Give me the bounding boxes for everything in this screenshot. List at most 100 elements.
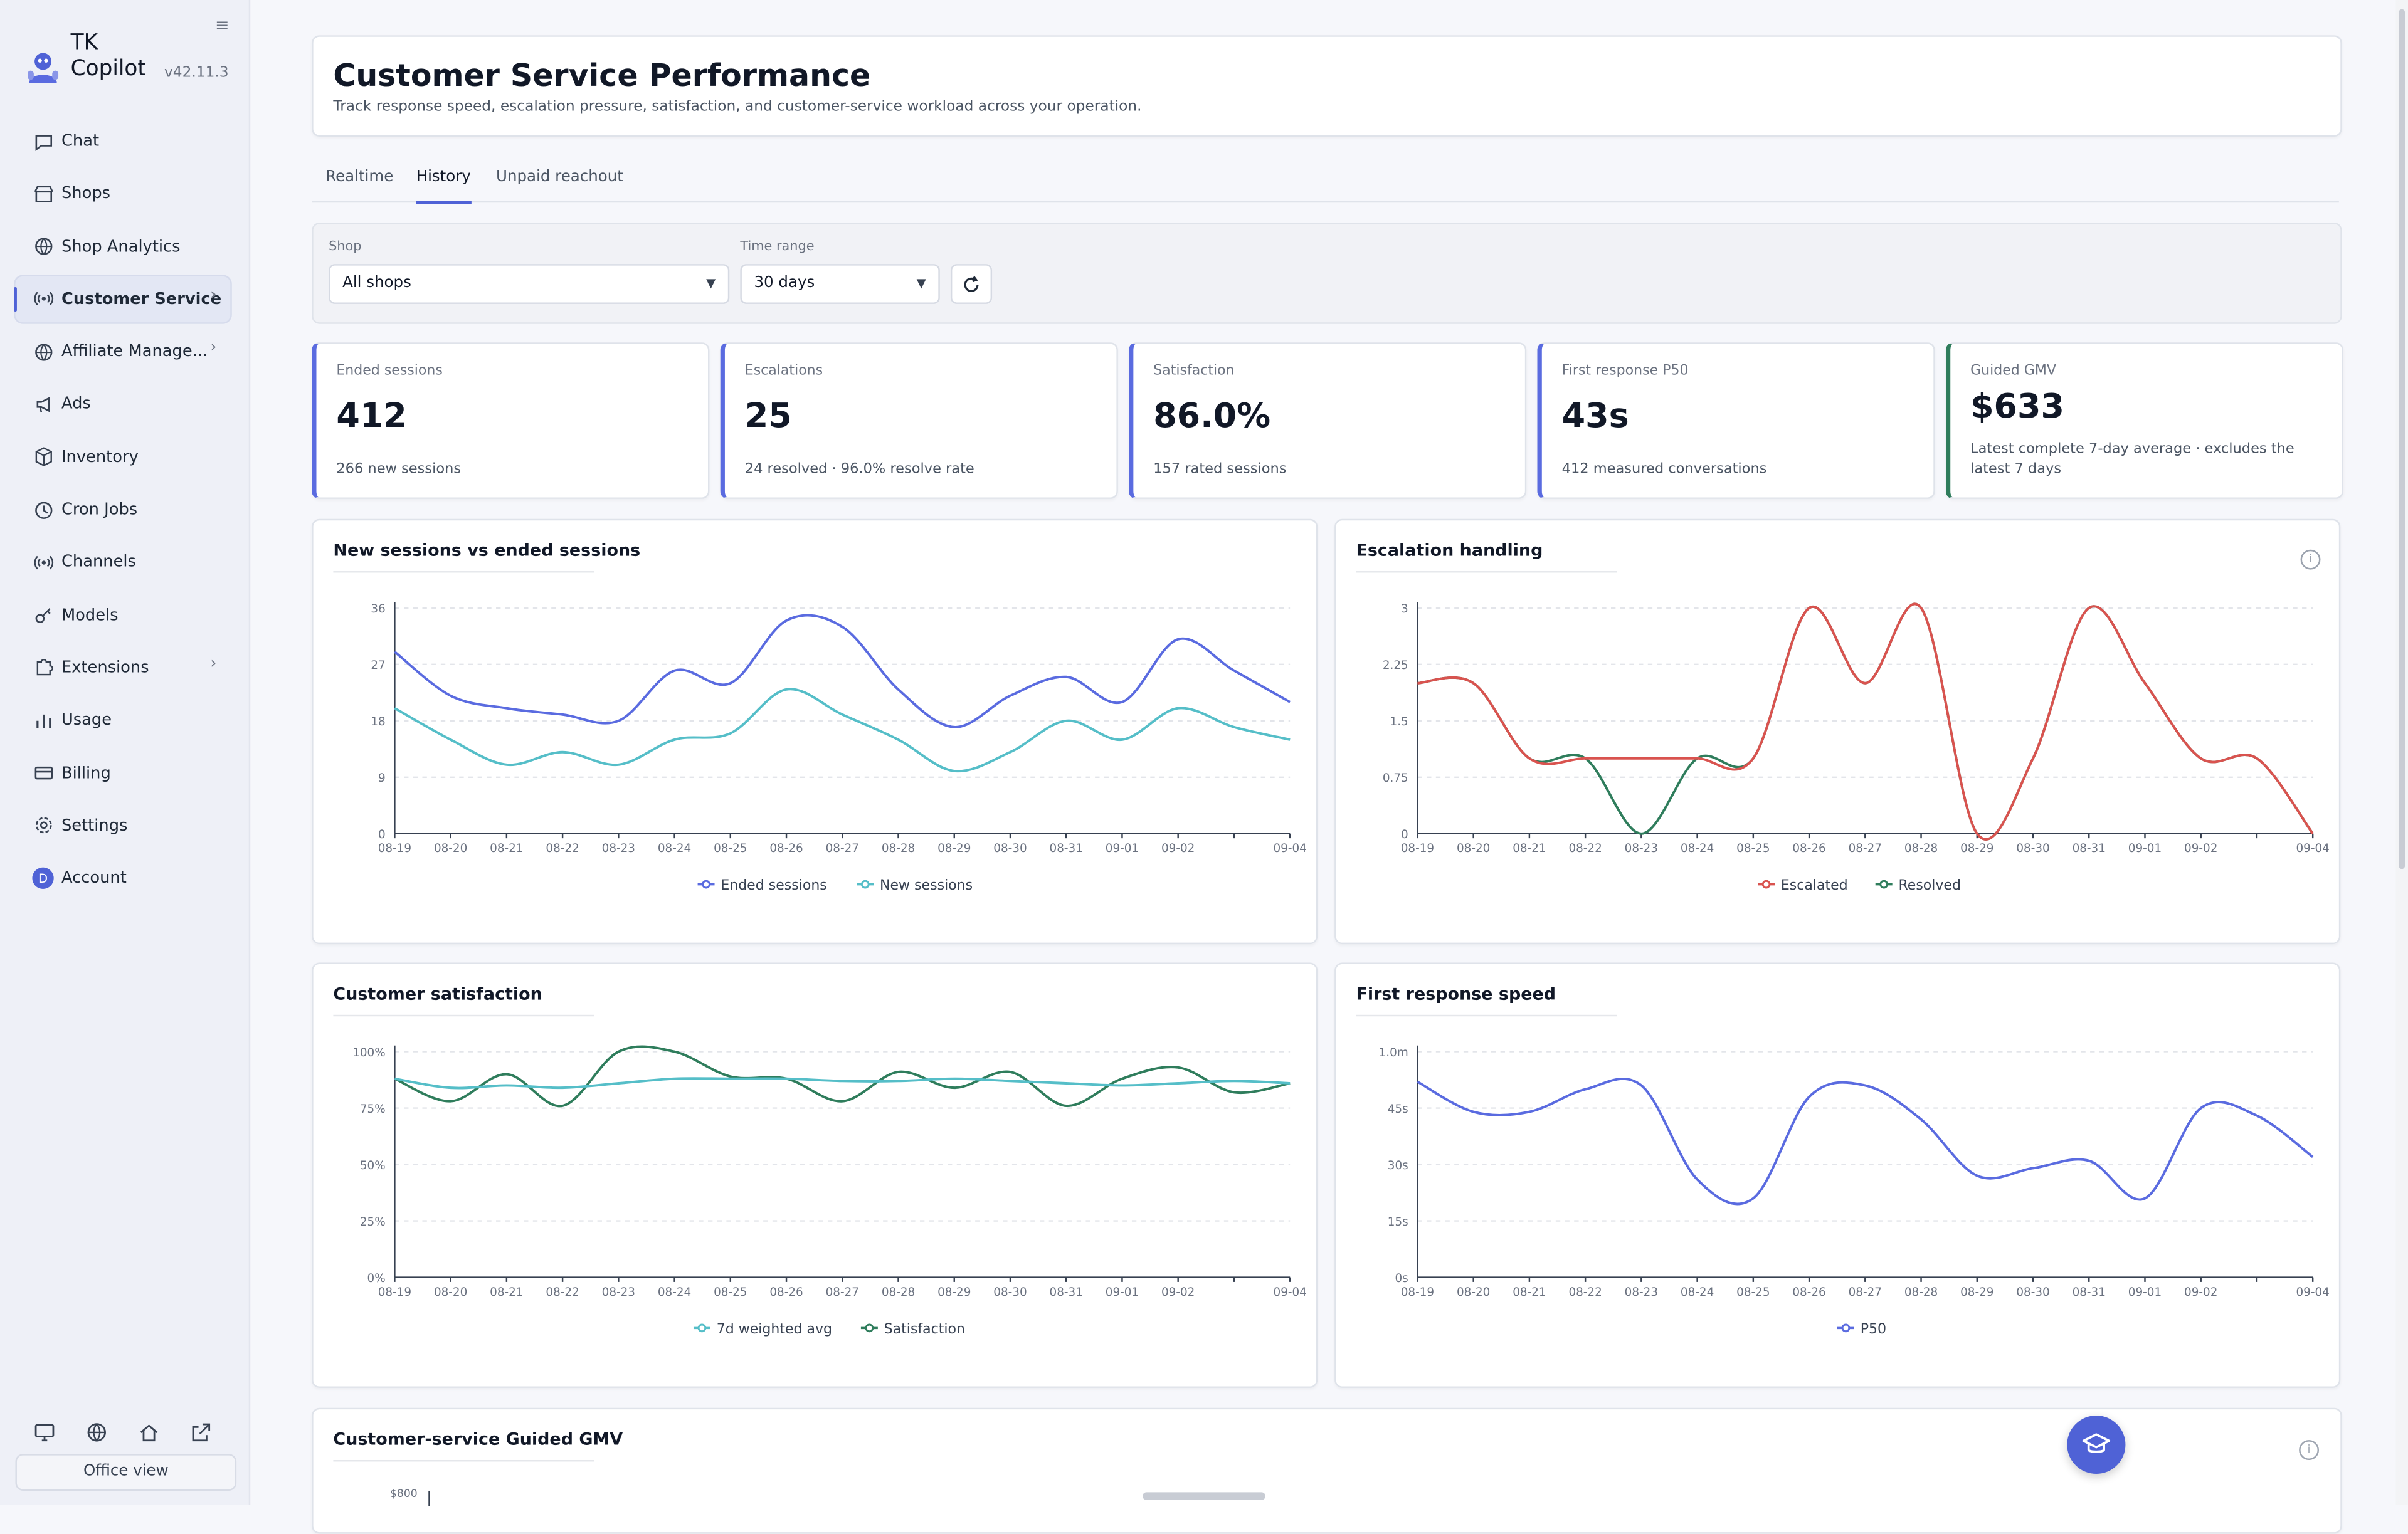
app-name-line2: Copilot: [70, 56, 146, 81]
graduation-cap-icon: [2082, 1433, 2111, 1453]
chart-card-escalation: Escalation handling i 0 0.75 1.5 2.25 3 08-19…: [1334, 518, 2341, 945]
series-line-escalated[interactable]: [1417, 602, 2314, 841]
x-tick-label: 08-25: [714, 842, 747, 855]
chevron-right-icon: ›: [210, 339, 217, 357]
x-tick-label: 08-30: [993, 1286, 1027, 1299]
home-icon[interactable]: [138, 1420, 159, 1449]
x-tick-label: 08-22: [546, 842, 579, 855]
legend-item[interactable]: Resolved: [1875, 878, 1961, 893]
puzzle-icon: [32, 657, 53, 678]
sidebar-item-channels[interactable]: Channels: [14, 538, 232, 587]
x-tick-label: 09-01: [2128, 1286, 2162, 1299]
first-response-chart[interactable]: 0s 15s 30s 45s 1.0m 08-19 08-20 08-21 08-22 08-23…: [1336, 964, 2339, 1386]
x-tick-label: 08-28: [882, 842, 915, 855]
x-tick-label: 08-21: [1513, 1286, 1546, 1299]
tab-history[interactable]: History: [416, 169, 471, 204]
series-line-satisfaction[interactable]: [394, 1045, 1291, 1108]
x-tick-label: 08-29: [1960, 1286, 1993, 1299]
chart-card-guided-gmv: Customer-service Guided GMV i $800: [312, 1407, 2342, 1534]
sidebar-item-inventory[interactable]: Inventory: [14, 433, 232, 481]
x-tick-label: 09-02: [2184, 1286, 2217, 1299]
x-tick-label: 08-21: [1513, 842, 1546, 855]
sidebar-item-account[interactable]: D Account: [14, 854, 232, 903]
app-version: v42.11.3: [164, 64, 229, 81]
series-line-ended-sessions[interactable]: [394, 614, 1291, 728]
kpi-subtext: 157 rated sessions: [1153, 460, 1287, 478]
legend-label: Ended sessions: [721, 878, 826, 893]
sidebar-item-chat[interactable]: Chat: [14, 117, 232, 165]
page-header: Customer Service Performance Track respo…: [312, 35, 2342, 137]
app-name-line1: TK: [70, 30, 98, 56]
tab-unpaid-reachout[interactable]: Unpaid reachout: [496, 169, 623, 186]
page-subtitle: Track response speed, escalation pressur…: [333, 98, 1142, 115]
brand[interactable]: TK Copilot v42.11.3: [24, 31, 240, 92]
sidebar-footer-icons: [34, 1420, 212, 1449]
divider: [1356, 1014, 1617, 1017]
y-tick-label: 45s: [1388, 1103, 1408, 1116]
kpi-subtext: 24 resolved · 96.0% resolve rate: [744, 460, 974, 478]
series-line-p50[interactable]: [1417, 1078, 2314, 1206]
legend-label: P50: [1861, 1321, 1886, 1337]
tutorial-fab-button[interactable]: [2067, 1415, 2126, 1474]
y-tick-label: 0.75: [1383, 772, 1408, 785]
x-tick-label: 08-27: [1849, 1286, 1882, 1299]
info-icon[interactable]: i: [2299, 1440, 2319, 1460]
time-range-select[interactable]: 30 days ▼: [740, 264, 940, 304]
x-tick-label: 08-24: [1681, 1286, 1714, 1299]
tab-realtime[interactable]: Realtime: [325, 169, 394, 186]
sessions-chart[interactable]: 0 9 18 27 36 08-19 08-20 08-21 08-22 08-23 08-24 08…: [314, 520, 1316, 942]
legend-swatch-dot: [860, 880, 870, 889]
sidebar-collapse-icon[interactable]: ≡: [214, 15, 230, 36]
sidebar-item-cron-jobs[interactable]: Cron Jobs: [14, 485, 232, 534]
horizontal-scrollbar-thumb[interactable]: [1143, 1492, 1265, 1500]
monitor-icon[interactable]: [34, 1420, 55, 1449]
sidebar-item-customer-service[interactable]: Customer Service ›: [14, 275, 232, 324]
sidebar-item-affiliate-manage[interactable]: Affiliate Manage... ›: [14, 327, 232, 376]
legend-item[interactable]: New sessions: [857, 878, 973, 893]
x-tick-label: 08-19: [1401, 1286, 1434, 1299]
escalation-chart[interactable]: 0 0.75 1.5 2.25 3 08-19 08-20 08-21 08-22 08-23 08…: [1336, 520, 2339, 942]
radio-icon: [32, 552, 53, 573]
sidebar-item-usage[interactable]: Usage: [14, 696, 232, 745]
x-tick-label: 09-04: [1273, 842, 1306, 855]
sidebar-item-shops[interactable]: Shops: [14, 169, 232, 218]
series-line-7d-weighted-avg[interactable]: [394, 1077, 1291, 1090]
kpi-value: 86.0%: [1153, 397, 1271, 436]
sidebar-item-shop-analytics[interactable]: Shop Analytics: [14, 222, 232, 271]
x-tick-label: 08-27: [826, 1286, 859, 1299]
chart-card-sessions: New sessions vs ended sessions 0 9 18 27 36 0…: [312, 518, 1318, 945]
satisfaction-chart[interactable]: 0% 25% 50% 75% 100% 08-19 08-20 08-21 08-22 08-23…: [314, 964, 1316, 1386]
legend-item[interactable]: P50: [1837, 1321, 1886, 1337]
sidebar-item-ads[interactable]: Ads: [14, 380, 232, 429]
series-line-new-sessions[interactable]: [394, 688, 1291, 773]
sidebar-item-billing[interactable]: Billing: [14, 749, 232, 797]
info-icon[interactable]: i: [2300, 549, 2321, 570]
refresh-button[interactable]: [950, 264, 993, 304]
legend-item[interactable]: Ended sessions: [697, 878, 827, 893]
vertical-scrollbar-thumb[interactable]: [2399, 9, 2405, 869]
sidebar-item-settings[interactable]: Settings: [14, 801, 232, 850]
legend-item[interactable]: Satisfaction: [860, 1321, 965, 1337]
series-line-resolved[interactable]: [1417, 602, 2314, 841]
sidebar-item-label: Extensions: [61, 658, 149, 677]
store-icon: [32, 183, 53, 204]
x-tick-label: 08-24: [658, 1286, 691, 1299]
legend-item[interactable]: Escalated: [1758, 878, 1848, 893]
x-tick-label: 08-24: [658, 842, 691, 855]
main-content: Customer Service Performance Track respo…: [250, 0, 2408, 1534]
x-tick-label: 08-28: [1904, 842, 1938, 855]
chevron-right-icon: ›: [210, 655, 217, 673]
x-tick-label: 08-25: [714, 1286, 747, 1299]
kpi-card-ended-sessions: Ended sessions 412 266 new sessions: [312, 342, 710, 499]
sidebar-nav: Chat Shops Shop Analytics Customer Service ›…: [14, 117, 232, 906]
sidebar-item-models[interactable]: Models: [14, 591, 232, 639]
office-view-button[interactable]: Office view: [15, 1454, 237, 1491]
sidebar-item-label: Ads: [61, 395, 91, 414]
external-link-icon[interactable]: [191, 1420, 212, 1449]
globe-icon[interactable]: [86, 1420, 107, 1449]
x-tick-label: 08-20: [1457, 842, 1490, 855]
shop-select[interactable]: All shops ▼: [329, 264, 730, 304]
x-tick-label: 09-01: [2128, 842, 2162, 855]
legend-item[interactable]: 7d weighted avg: [693, 1321, 832, 1337]
sidebar-item-extensions[interactable]: Extensions ›: [14, 643, 232, 692]
